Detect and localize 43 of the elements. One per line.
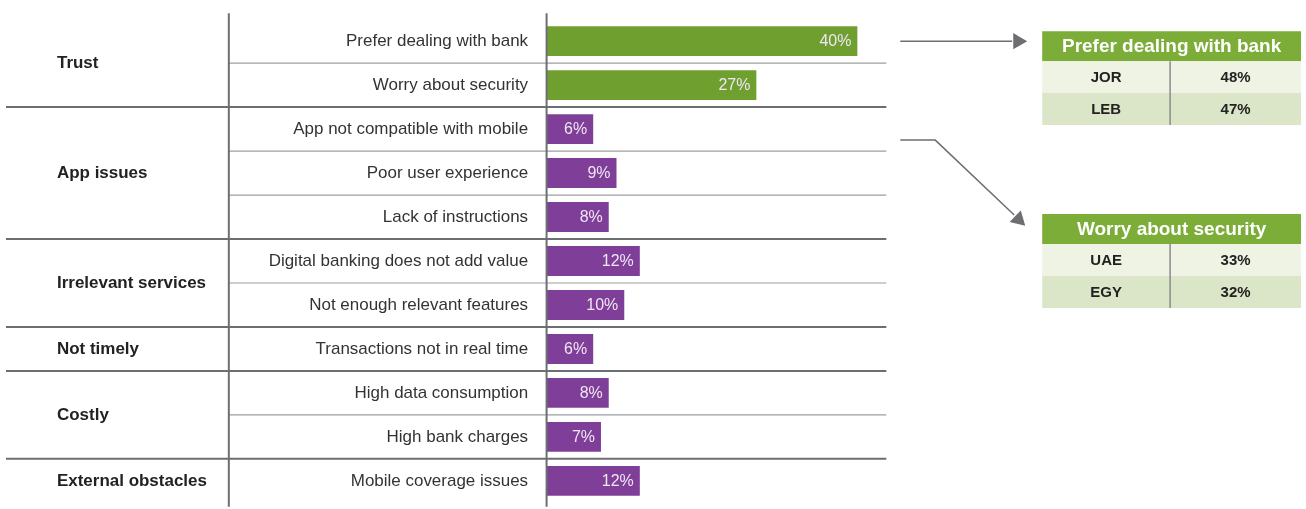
data-label: 10% bbox=[586, 295, 619, 313]
y-tick-label: High bank charges bbox=[386, 426, 529, 446]
text: UAE bbox=[1090, 250, 1122, 268]
text: EGY bbox=[1090, 282, 1122, 300]
text: Irrelevant services bbox=[56, 272, 207, 292]
text: 48% bbox=[1220, 68, 1251, 86]
text: Costly bbox=[56, 404, 110, 424]
data-label: 40% bbox=[819, 32, 852, 50]
bar bbox=[546, 26, 858, 57]
y-tick-label: Prefer dealing with bank bbox=[346, 31, 529, 51]
y-tick-label: Lack of instructions bbox=[382, 207, 529, 227]
y-tick-label: App not compatible with mobile bbox=[293, 119, 529, 139]
data-label: 8% bbox=[579, 383, 603, 401]
y-tick-label: Mobile coverage issues bbox=[350, 470, 529, 490]
data-label: 12% bbox=[601, 251, 634, 269]
text: 33% bbox=[1220, 250, 1251, 268]
text: Trust bbox=[56, 53, 99, 73]
text: App issues bbox=[56, 163, 148, 183]
data-label: 7% bbox=[571, 427, 595, 445]
text: 32% bbox=[1220, 282, 1251, 300]
text: LEB bbox=[1091, 100, 1122, 118]
y-tick-label: Transactions not in real time bbox=[315, 338, 529, 358]
text: Worry about security bbox=[1076, 218, 1267, 240]
bar bbox=[546, 465, 640, 496]
y-tick-label: Digital banking does not add value bbox=[268, 250, 529, 270]
data-label: 8% bbox=[579, 208, 603, 226]
text: JOR bbox=[1090, 68, 1122, 86]
data-label: 27% bbox=[718, 76, 751, 94]
data-label: 6% bbox=[564, 120, 588, 138]
y-tick-label: Worry about security bbox=[372, 75, 529, 95]
text: External obstacles bbox=[56, 470, 207, 490]
y-tick-label: Not enough relevant features bbox=[309, 294, 529, 314]
bar bbox=[546, 246, 640, 276]
data-label: 6% bbox=[564, 339, 588, 357]
text: 47% bbox=[1220, 100, 1251, 118]
bar bbox=[546, 158, 617, 189]
data-label: 12% bbox=[601, 471, 634, 489]
data-label: 9% bbox=[587, 164, 611, 182]
y-tick-label: High data consumption bbox=[354, 382, 529, 402]
text: Not timely bbox=[56, 338, 140, 358]
bar bbox=[546, 70, 757, 101]
y-tick-label: Poor user experience bbox=[366, 163, 529, 183]
text: Prefer dealing with bank bbox=[1061, 35, 1282, 57]
